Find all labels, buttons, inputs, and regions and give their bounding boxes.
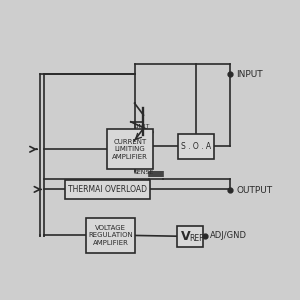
Text: SENSE: SENSE xyxy=(134,170,154,175)
Bar xyxy=(177,226,203,247)
Text: CURRENT
LIMITING
AMPLIFIER: CURRENT LIMITING AMPLIFIER xyxy=(112,139,148,160)
Bar xyxy=(107,129,153,169)
Text: V: V xyxy=(181,230,190,243)
Text: THERMAI OVERLOAD: THERMAI OVERLOAD xyxy=(68,185,147,194)
Text: ADJ/GND: ADJ/GND xyxy=(209,231,246,240)
Text: OUTPUT: OUTPUT xyxy=(236,186,272,195)
Bar xyxy=(65,180,150,199)
Text: REF: REF xyxy=(189,234,204,243)
Text: INPUT: INPUT xyxy=(236,70,263,79)
Text: S . O . A: S . O . A xyxy=(181,142,211,151)
Bar xyxy=(178,134,214,159)
Text: LIMIT: LIMIT xyxy=(134,124,150,129)
Text: VOLTAGE
REGULATION
AMPLIFIER: VOLTAGE REGULATION AMPLIFIER xyxy=(88,225,133,246)
Bar xyxy=(86,218,135,253)
